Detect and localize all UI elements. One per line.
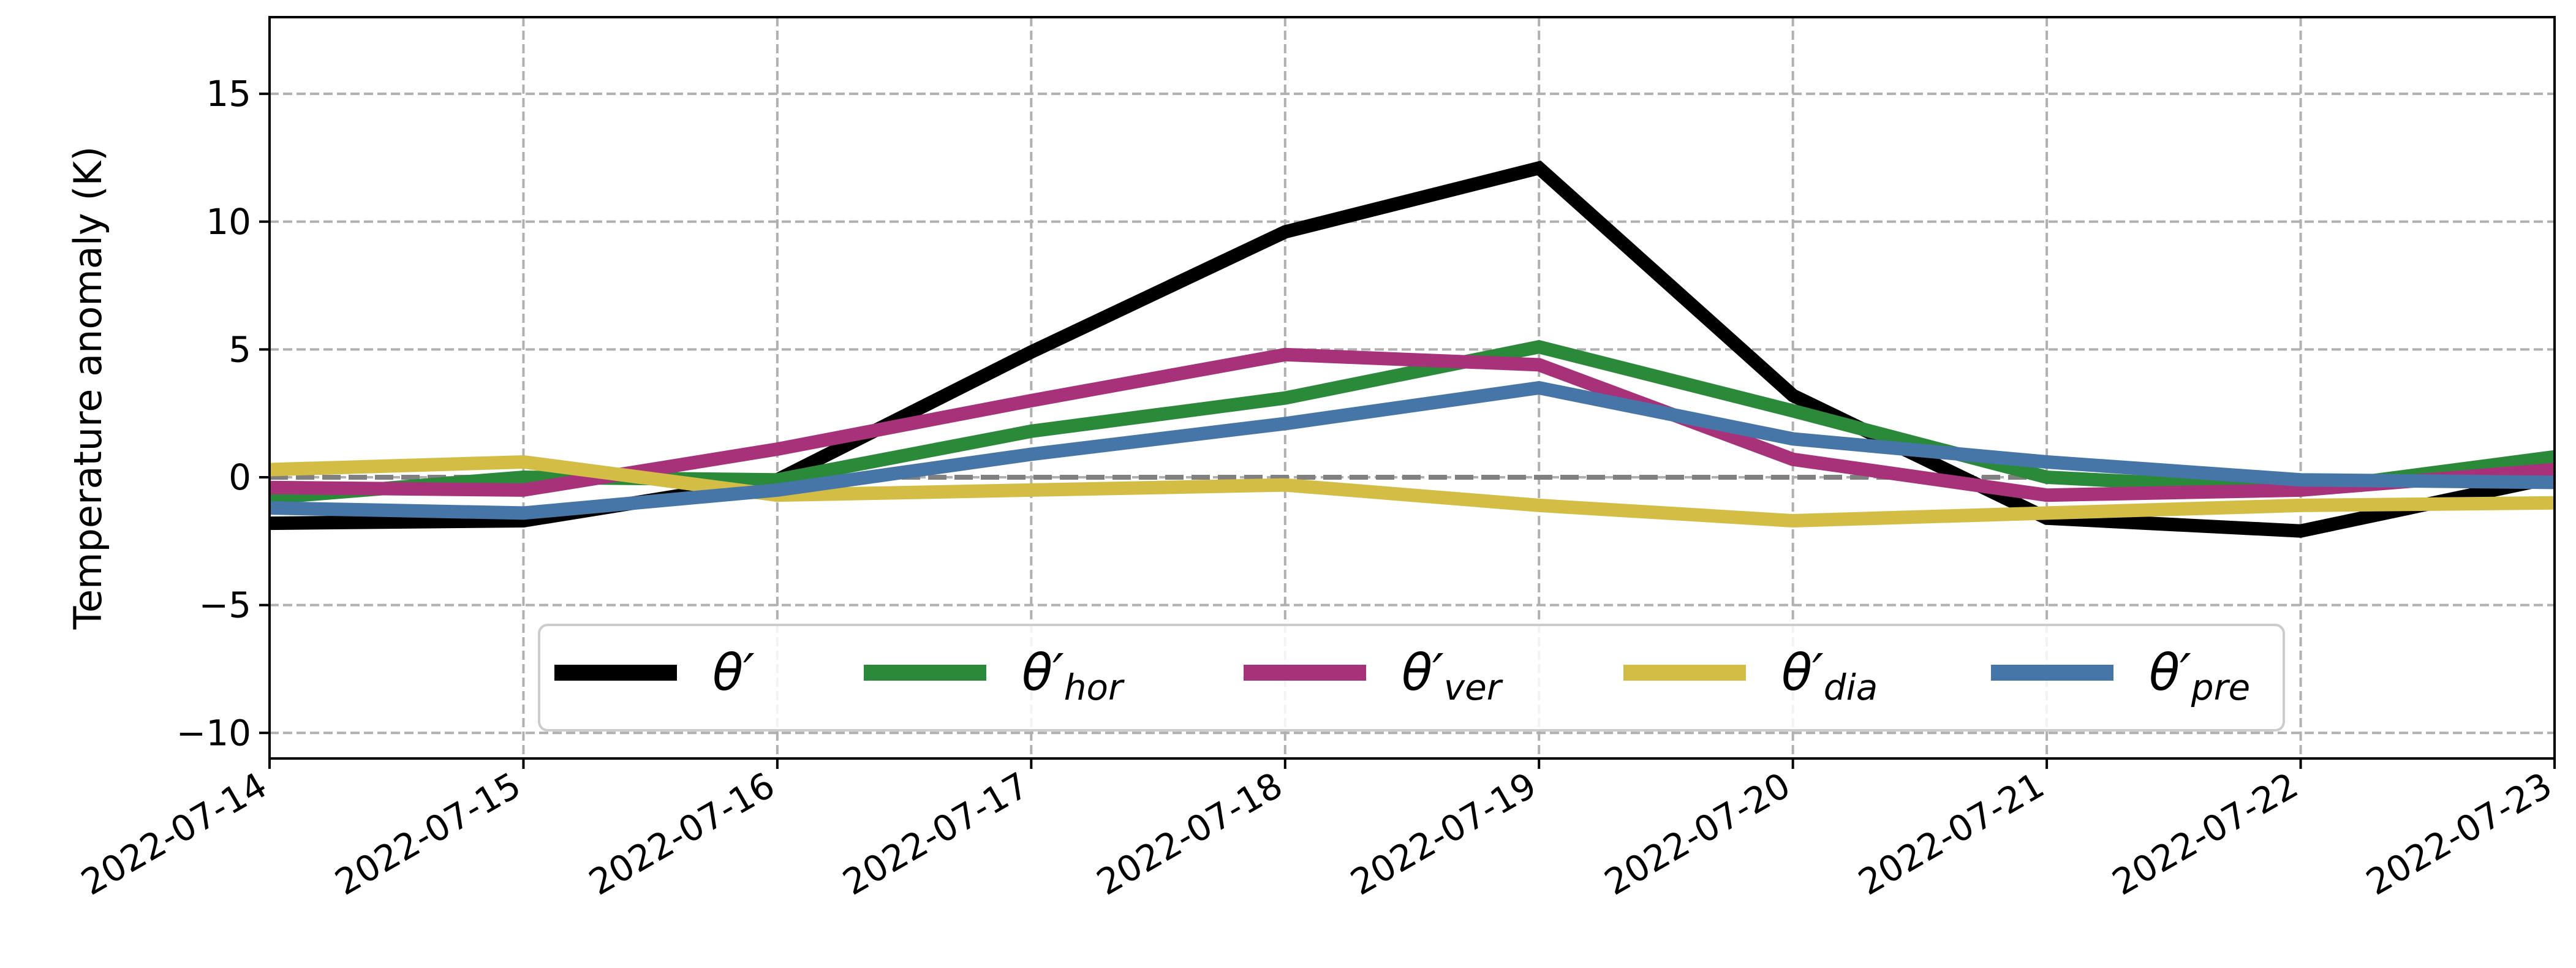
y-tick-label: 0 bbox=[229, 456, 251, 498]
x-tick-label: 2022-07-15 bbox=[328, 764, 528, 903]
y-axis-title: Temperature anomaly (K) bbox=[66, 146, 110, 630]
x-tick-label: 2022-07-22 bbox=[2106, 764, 2305, 903]
y-tick-label: −5 bbox=[199, 584, 252, 626]
series-line-3 bbox=[269, 455, 2555, 528]
legend: θ′ θ′hor θ′ver θ′dia θ′pre bbox=[538, 624, 2285, 732]
x-tick-label: 2022-07-20 bbox=[1598, 764, 1797, 903]
y-tick-label: −10 bbox=[176, 712, 251, 754]
x-tick-label: 2022-07-17 bbox=[836, 764, 1035, 903]
y-axis-ticks: −10 −5 0 5 10 15 bbox=[176, 73, 270, 754]
legend-label-3: θ′dia bbox=[1781, 644, 1878, 708]
legend-label-2: θ′ver bbox=[1402, 644, 1503, 708]
x-axis-ticks: 2022-07-14 2022-07-15 2022-07-16 2022-07-17… bbox=[74, 758, 2559, 904]
legend-box bbox=[538, 624, 2285, 732]
legend-label-0: θ′ bbox=[712, 644, 755, 702]
x-tick-label: 2022-07-18 bbox=[1090, 764, 1290, 903]
y-tick-label: 10 bbox=[206, 201, 251, 243]
series-line-4 bbox=[269, 380, 2555, 520]
x-tick-label: 2022-07-16 bbox=[582, 764, 782, 903]
plot-frame bbox=[268, 16, 2556, 760]
y-tick-label: 15 bbox=[206, 73, 251, 115]
y-tick-label: 5 bbox=[229, 328, 251, 370]
x-tick-label: 2022-07-14 bbox=[74, 764, 274, 903]
x-tick-label: 2022-07-21 bbox=[1851, 764, 2051, 903]
legend-label-4: θ′pre bbox=[2149, 644, 2250, 708]
x-tick-label: 2022-07-23 bbox=[2359, 764, 2559, 903]
x-tick-label: 2022-07-19 bbox=[1343, 764, 1543, 903]
series-lines bbox=[269, 161, 2556, 538]
legend-label-1: θ′hor bbox=[1022, 644, 1125, 708]
series-line-2 bbox=[269, 347, 2555, 502]
